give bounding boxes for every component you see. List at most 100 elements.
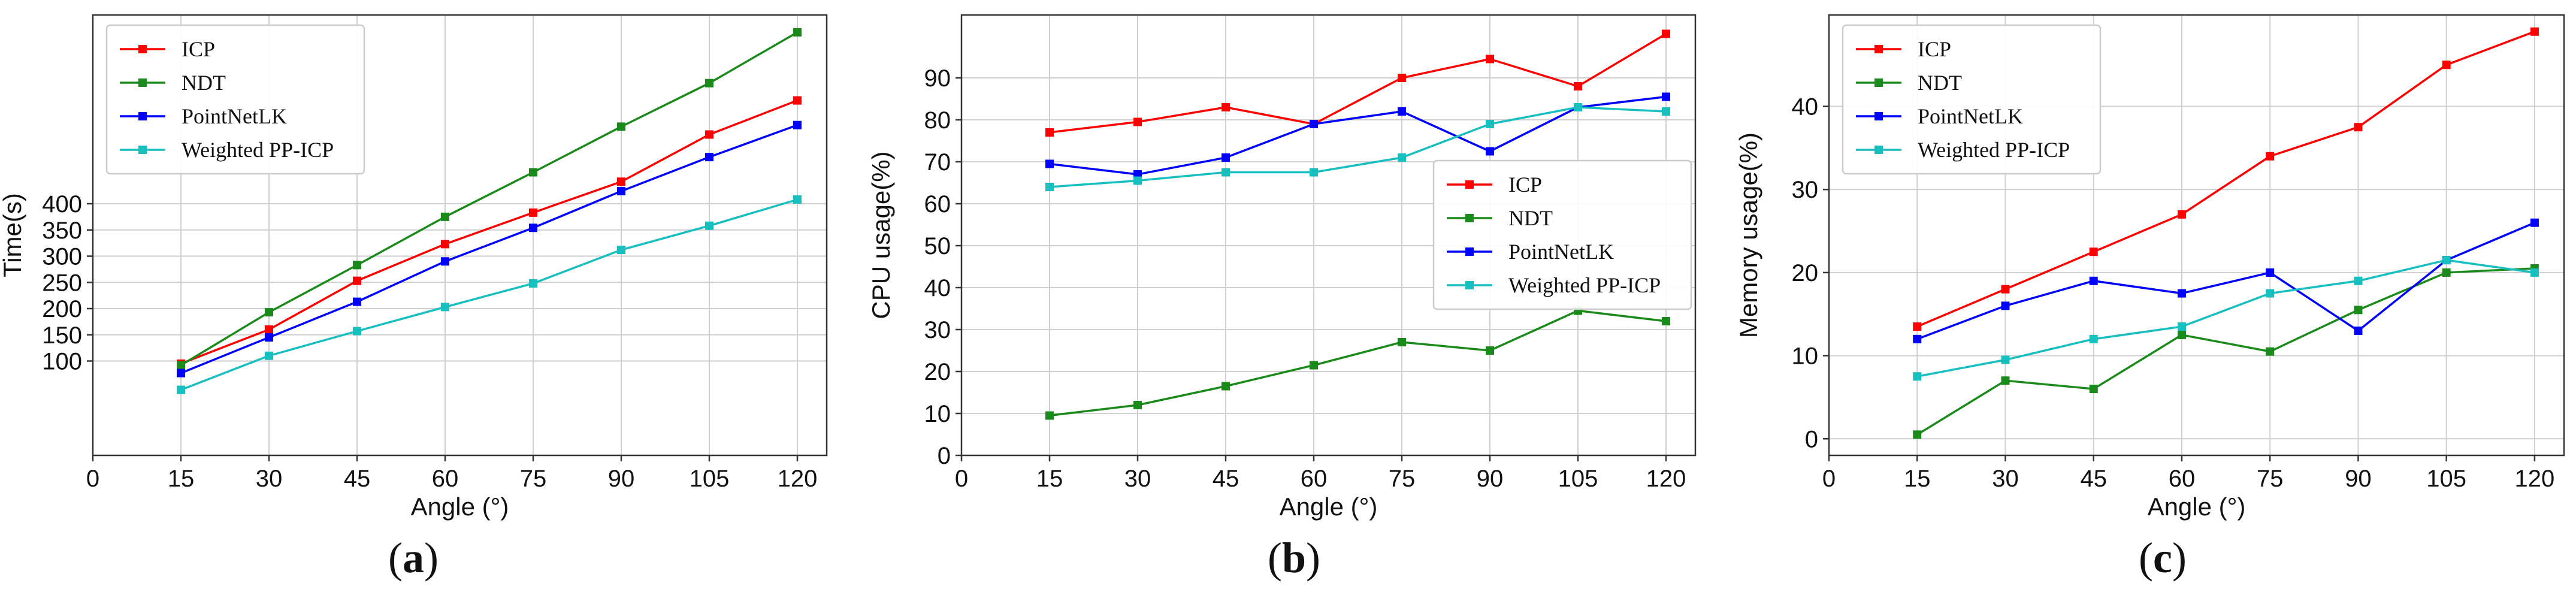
data-point-pointnetlk bbox=[1398, 107, 1406, 116]
data-point-weighted-pp-icp bbox=[2530, 268, 2539, 277]
legend-label-pointnetlk: PointNetLK bbox=[1508, 240, 1614, 264]
y-tick-label: 80 bbox=[924, 107, 951, 134]
x-tick-label: 105 bbox=[2426, 466, 2466, 492]
y-axis-label: Time(s) bbox=[0, 193, 26, 277]
data-point-pointnetlk bbox=[2177, 289, 2186, 298]
data-point-weighted-pp-icp bbox=[2354, 276, 2363, 285]
x-tick-label: 90 bbox=[2345, 466, 2372, 492]
data-point-weighted-pp-icp bbox=[353, 327, 361, 336]
data-point-ndt bbox=[1222, 382, 1230, 391]
legend-label-icp: ICP bbox=[1508, 173, 1542, 197]
data-point-ndt bbox=[2177, 330, 2186, 339]
data-point-pointnetlk bbox=[529, 224, 537, 232]
data-point-icp bbox=[2001, 285, 2010, 294]
y-axis-label: Memory usage(%) bbox=[1734, 132, 1762, 338]
data-point-weighted-pp-icp bbox=[529, 279, 537, 288]
y-tick-label: 20 bbox=[1792, 260, 1819, 286]
y-tick-label: 350 bbox=[42, 218, 82, 244]
data-point-weighted-pp-icp bbox=[793, 195, 802, 204]
y-tick-label: 40 bbox=[1792, 94, 1819, 120]
x-tick-label: 120 bbox=[1646, 466, 1686, 492]
series-line-pointnetlk bbox=[1916, 222, 2535, 340]
data-point-icp bbox=[1222, 103, 1230, 111]
data-point-ndt bbox=[353, 261, 361, 270]
legend-label-weighted-pp-icp: Weighted PP-ICP bbox=[182, 138, 334, 162]
series-line-pointnetlk bbox=[1049, 95, 1667, 176]
data-point-pointnetlk bbox=[705, 153, 713, 162]
y-tick-label: 400 bbox=[42, 191, 82, 218]
y-tick-label: 10 bbox=[1792, 343, 1819, 370]
data-point-ndt bbox=[1133, 401, 1142, 409]
data-point-weighted-pp-icp bbox=[1045, 183, 1054, 191]
x-tick-label: 15 bbox=[168, 466, 195, 492]
data-point-ndt bbox=[265, 308, 273, 317]
x-tick-label: 105 bbox=[1558, 466, 1598, 492]
data-point-pointnetlk bbox=[1662, 92, 1670, 101]
x-axis-label: Angle (°) bbox=[411, 493, 509, 521]
data-point-icp bbox=[1574, 82, 1582, 90]
series-line-ndt bbox=[1049, 309, 1667, 417]
legend-label-pointnetlk: PointNetLK bbox=[1918, 104, 2023, 128]
data-point-weighted-pp-icp bbox=[2442, 256, 2451, 265]
data-point-pointnetlk bbox=[441, 257, 449, 266]
data-point-weighted-pp-icp bbox=[1133, 176, 1142, 185]
data-point-pointnetlk bbox=[2089, 276, 2098, 285]
data-point-weighted-pp-icp bbox=[2177, 322, 2186, 331]
x-tick-label: 120 bbox=[2515, 466, 2555, 492]
x-tick-label: 30 bbox=[1992, 466, 2019, 492]
legend-marker-ndt bbox=[138, 78, 147, 87]
series-line-icp bbox=[1049, 32, 1667, 134]
panel-label: (c) bbox=[2139, 534, 2187, 582]
data-point-ndt bbox=[1662, 317, 1670, 325]
x-tick-label: 30 bbox=[256, 466, 283, 492]
data-point-ndt bbox=[2089, 385, 2098, 394]
data-point-weighted-pp-icp bbox=[2266, 289, 2275, 298]
data-point-icp bbox=[1913, 322, 1922, 331]
plot-frame bbox=[1828, 14, 2565, 457]
panel-label: (a) bbox=[388, 534, 439, 582]
data-point-ndt bbox=[2266, 347, 2275, 356]
legend-label-weighted-pp-icp: Weighted PP-ICP bbox=[1508, 273, 1661, 297]
y-tick-label: 150 bbox=[42, 322, 82, 349]
data-point-ndt bbox=[1398, 338, 1406, 346]
data-point-weighted-pp-icp bbox=[265, 351, 273, 360]
data-point-icp bbox=[529, 208, 537, 217]
y-tick-label: 70 bbox=[924, 149, 951, 176]
legend-label-weighted-pp-icp: Weighted PP-ICP bbox=[1918, 138, 2070, 162]
legend-marker-icp bbox=[138, 45, 147, 53]
x-tick-label: 90 bbox=[608, 466, 635, 492]
data-point-ndt bbox=[441, 212, 449, 221]
data-point-icp bbox=[1045, 128, 1054, 137]
x-tick-label: 15 bbox=[1036, 466, 1063, 492]
legend-marker-pointnetlk bbox=[1874, 112, 1883, 120]
x-tick-label: 90 bbox=[1477, 466, 1504, 492]
data-point-weighted-pp-icp bbox=[1222, 168, 1230, 177]
y-tick-label: 30 bbox=[1792, 177, 1819, 203]
data-point-icp bbox=[353, 276, 361, 285]
x-tick-label: 105 bbox=[690, 466, 730, 492]
data-point-weighted-pp-icp bbox=[177, 385, 185, 394]
data-point-icp bbox=[1486, 55, 1494, 64]
data-point-weighted-pp-icp bbox=[1662, 107, 1670, 116]
x-tick-label: 60 bbox=[2169, 466, 2196, 492]
x-tick-label: 30 bbox=[1124, 466, 1151, 492]
legend-marker-weighted-pp-icp bbox=[1465, 281, 1474, 289]
y-tick-label: 300 bbox=[42, 244, 82, 270]
data-point-weighted-pp-icp bbox=[1310, 168, 1318, 177]
y-tick-label: 50 bbox=[924, 233, 951, 259]
x-axis-label: Angle (°) bbox=[2148, 493, 2246, 521]
chart-panel-b: 0 15 30 45 60 75 90 105 120 0 10 20 30 40 50 60 70 80 90 An… bbox=[867, 14, 1697, 582]
data-point-ndt bbox=[2442, 268, 2451, 277]
x-tick-label: 45 bbox=[1213, 466, 1239, 492]
data-point-icp bbox=[705, 130, 713, 139]
data-point-ndt bbox=[2354, 306, 2363, 315]
data-point-weighted-pp-icp bbox=[1398, 153, 1406, 162]
series-line-weighted-pp-icp bbox=[1049, 106, 1667, 188]
legend-label-ndt: NDT bbox=[1918, 71, 1962, 95]
series-line-weighted-pp-icp bbox=[1916, 259, 2535, 377]
data-point-pointnetlk bbox=[1222, 153, 1230, 162]
legend-label-icp: ICP bbox=[182, 37, 215, 61]
data-point-ndt bbox=[177, 361, 185, 370]
legend-marker-weighted-pp-icp bbox=[1874, 146, 1883, 154]
x-tick-label: 15 bbox=[1904, 466, 1931, 492]
